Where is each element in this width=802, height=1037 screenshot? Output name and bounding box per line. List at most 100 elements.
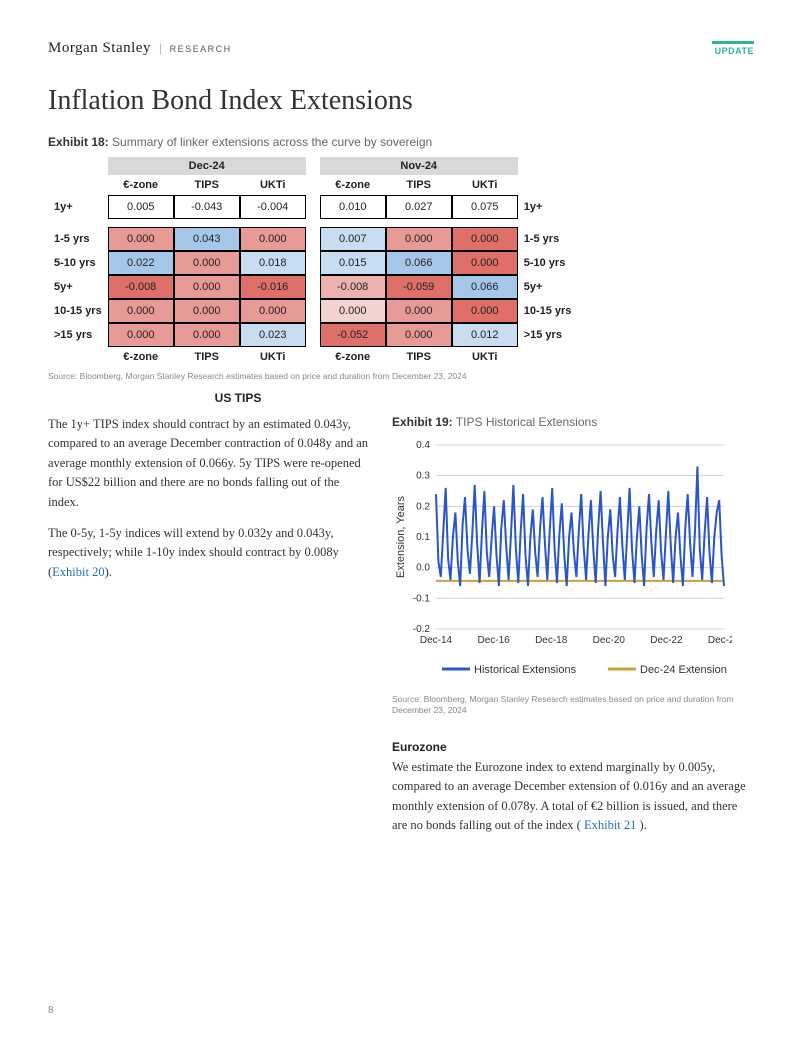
row-label: >15 yrs <box>518 323 578 347</box>
heatmap-cell: 0.015 <box>320 251 386 275</box>
svg-text:0.2: 0.2 <box>416 501 430 512</box>
brand-sub: RESEARCH <box>170 44 232 54</box>
col-header: €-zone <box>320 175 386 195</box>
heatmap-cell: 0.000 <box>240 227 306 251</box>
svg-text:0.3: 0.3 <box>416 471 430 482</box>
svg-text:Historical Extensions: Historical Extensions <box>474 664 577 676</box>
update-bar-accent <box>712 41 754 44</box>
para-2: The 0-5y, 1-5y indices will extend by 0.… <box>48 524 368 582</box>
col-header: UKTi <box>240 175 306 195</box>
row-label: 1y+ <box>518 195 578 219</box>
exhibit-19-source: Source: Bloomberg, Morgan Stanley Resear… <box>392 694 754 716</box>
heatmap-table-wrap: Dec-24Nov-24€-zoneTIPSUKTi€-zoneTIPSUKTi… <box>48 157 754 367</box>
page-title: Inflation Bond Index Extensions <box>48 85 754 117</box>
svg-text:Dec-24: Dec-24 <box>708 635 732 646</box>
row-label: 1-5 yrs <box>48 227 108 251</box>
heatmap-cell: 0.000 <box>174 299 240 323</box>
heatmap-cell: 0.000 <box>174 275 240 299</box>
body-text-left: The 1y+ TIPS index should contract by an… <box>48 415 368 594</box>
col-footer: UKTi <box>452 347 518 367</box>
exhibit-21-link[interactable]: Exhibit 21 <box>581 818 640 832</box>
exhibit-18-num: Exhibit 18: <box>48 135 109 149</box>
heatmap-cell: 0.066 <box>452 275 518 299</box>
heatmap-cell: 0.000 <box>452 299 518 323</box>
heatmap-cell: 0.000 <box>174 323 240 347</box>
exhibit-19-label: Exhibit 19: TIPS Historical Extensions <box>392 415 754 429</box>
brand-name: Morgan Stanley <box>48 40 151 57</box>
period-nov: Nov-24 <box>320 157 518 175</box>
row-label: 5y+ <box>48 275 108 299</box>
heatmap-cell: 0.000 <box>386 323 452 347</box>
heatmap-cell: 0.012 <box>452 323 518 347</box>
heatmap-cell: 0.005 <box>108 195 174 219</box>
exhibit-19-num: Exhibit 19: <box>392 415 453 429</box>
eurozone-para: We estimate the Eurozone index to extend… <box>392 758 754 836</box>
svg-text:0.1: 0.1 <box>416 532 430 543</box>
heatmap-cell: 0.000 <box>174 251 240 275</box>
col-footer: €-zone <box>320 347 386 367</box>
eurozone-body-b: ). <box>640 818 647 832</box>
two-column-layout: The 1y+ TIPS index should contract by an… <box>48 415 754 726</box>
heatmap-cell: 0.010 <box>320 195 386 219</box>
exhibit-20-link[interactable]: Exhibit 20 <box>52 565 104 579</box>
col-header: TIPS <box>386 175 452 195</box>
heatmap-cell: 0.018 <box>240 251 306 275</box>
heatmap-cell: 0.023 <box>240 323 306 347</box>
svg-text:Dec-18: Dec-18 <box>535 635 568 646</box>
exhibit-19-caption: TIPS Historical Extensions <box>456 415 597 429</box>
heatmap-cell: 0.000 <box>452 227 518 251</box>
svg-text:0.4: 0.4 <box>416 440 430 451</box>
heatmap-cell: 0.043 <box>174 227 240 251</box>
row-label: 5y+ <box>518 275 578 299</box>
col-footer: TIPS <box>174 347 240 367</box>
heatmap-cell: 0.000 <box>108 299 174 323</box>
para-1: The 1y+ TIPS index should contract by an… <box>48 415 368 512</box>
svg-text:Dec-24 Extension: Dec-24 Extension <box>640 664 727 676</box>
svg-text:Dec-22: Dec-22 <box>650 635 683 646</box>
heatmap-cell: 0.027 <box>386 195 452 219</box>
col-header: €-zone <box>108 175 174 195</box>
page-header: Morgan Stanley | RESEARCH UPDATE <box>48 40 754 57</box>
row-label: 5-10 yrs <box>518 251 578 275</box>
chart-right: Exhibit 19: TIPS Historical Extensions -… <box>392 415 754 726</box>
svg-text:-0.2: -0.2 <box>413 624 431 635</box>
heatmap-cell: -0.043 <box>174 195 240 219</box>
tips-chart-svg: -0.2-0.10.00.10.20.30.4Dec-14Dec-16Dec-1… <box>392 437 732 687</box>
exhibit-18-caption: Summary of linker extensions across the … <box>112 135 432 149</box>
brand-divider: | <box>159 40 162 56</box>
heatmap-cell: 0.000 <box>386 299 452 323</box>
page-number: 8 <box>48 1005 54 1016</box>
svg-text:0.0: 0.0 <box>416 563 430 574</box>
row-label: 10-15 yrs <box>518 299 578 323</box>
update-text: UPDATE <box>715 46 754 56</box>
col-header: UKTi <box>452 175 518 195</box>
exhibit-18-label: Exhibit 18: Summary of linker extensions… <box>48 135 754 149</box>
eurozone-body-a: We estimate the Eurozone index to extend… <box>392 760 746 832</box>
col-header: TIPS <box>174 175 240 195</box>
heatmap-cell: 0.000 <box>452 251 518 275</box>
eurozone-head: Eurozone <box>392 740 754 754</box>
update-badge: UPDATE <box>712 41 754 56</box>
svg-text:-0.1: -0.1 <box>413 593 431 604</box>
svg-text:Dec-20: Dec-20 <box>593 635 626 646</box>
col-footer: TIPS <box>386 347 452 367</box>
row-label: 1-5 yrs <box>518 227 578 251</box>
col-footer: UKTi <box>240 347 306 367</box>
heatmap-cell: 0.000 <box>108 227 174 251</box>
heatmap-table: Dec-24Nov-24€-zoneTIPSUKTi€-zoneTIPSUKTi… <box>48 157 577 367</box>
eurozone-block: Eurozone We estimate the Eurozone index … <box>392 740 754 836</box>
row-label: 5-10 yrs <box>48 251 108 275</box>
heatmap-cell: -0.008 <box>108 275 174 299</box>
heatmap-cell: -0.008 <box>320 275 386 299</box>
heatmap-cell: -0.004 <box>240 195 306 219</box>
row-label: 1y+ <box>48 195 108 219</box>
svg-text:Dec-16: Dec-16 <box>477 635 510 646</box>
tips-chart: -0.2-0.10.00.10.20.30.4Dec-14Dec-16Dec-1… <box>392 437 754 690</box>
heatmap-cell: 0.075 <box>452 195 518 219</box>
heatmap-cell: -0.016 <box>240 275 306 299</box>
exhibit-18-source: Source: Bloomberg, Morgan Stanley Resear… <box>48 371 754 381</box>
heatmap-cell: -0.052 <box>320 323 386 347</box>
heatmap-cell: 0.000 <box>386 227 452 251</box>
heatmap-cell: 0.066 <box>386 251 452 275</box>
col-footer: €-zone <box>108 347 174 367</box>
